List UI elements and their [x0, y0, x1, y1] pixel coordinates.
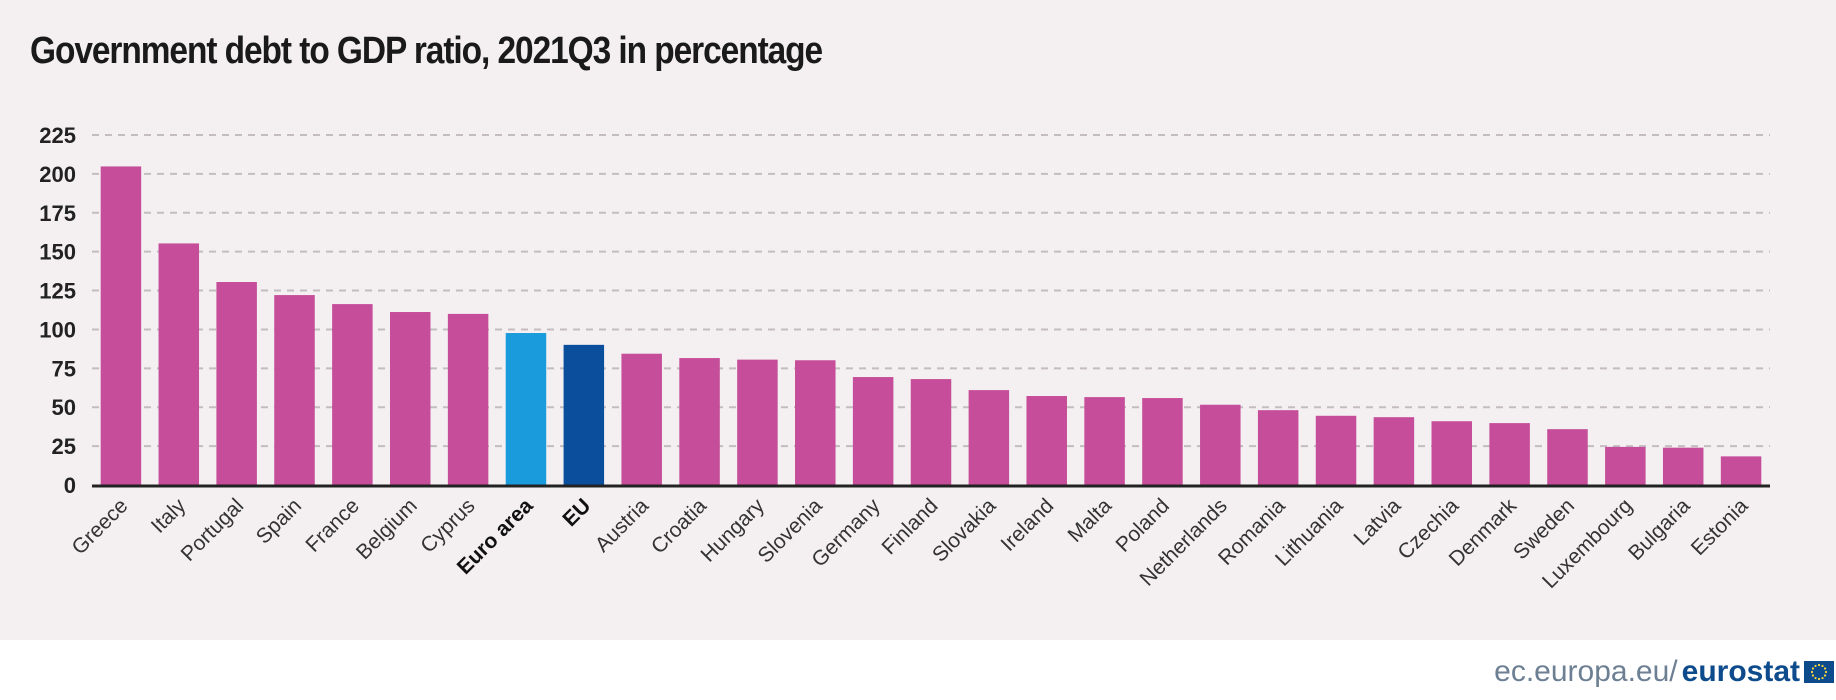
y-tick-label: 50 [52, 395, 76, 420]
flag-star [1817, 677, 1821, 681]
y-axis-ticks: 0 25 50 75 100 125 150 175 200 225 [39, 123, 76, 498]
bar-germany [852, 377, 894, 485]
y-tick-label: 200 [39, 162, 76, 187]
x-tick-label: Malta [1064, 494, 1117, 547]
bar-czechia [1431, 421, 1473, 485]
x-tick-label: Bulgaria [1624, 494, 1695, 565]
bar-denmark [1489, 423, 1530, 485]
bar-romania [1257, 410, 1299, 485]
bar-euro-area [505, 333, 547, 485]
bar-malta [1084, 397, 1125, 485]
y-tick-label: 125 [39, 279, 76, 304]
bar-lithuania [1315, 415, 1357, 485]
bar-slovenia [795, 360, 836, 485]
bar-cyprus [447, 313, 489, 485]
bar-hungary [737, 359, 778, 485]
y-tick-label: 100 [39, 317, 76, 342]
flag-star [1821, 676, 1824, 680]
x-tick-label: Latvia [1350, 494, 1406, 550]
bar-greece [100, 166, 142, 485]
x-tick-label: EU [558, 494, 595, 531]
bar-netherlands [1200, 404, 1241, 485]
bar-spain [274, 295, 315, 485]
flag-star [1821, 664, 1824, 668]
x-tick-label: Spain [252, 494, 306, 548]
bar-eu [563, 344, 605, 485]
x-tick-label: Estonia [1687, 494, 1753, 560]
x-tick-label: Belgium [352, 494, 422, 564]
y-tick-label: 75 [52, 356, 76, 381]
flag-star [1814, 664, 1817, 668]
bar-bulgaria [1662, 447, 1704, 485]
x-tick-label: Austria [591, 494, 654, 557]
bar-croatia [679, 358, 720, 485]
y-tick-label: 25 [52, 434, 76, 459]
bar-france [332, 304, 373, 485]
bar-poland [1142, 398, 1183, 485]
flag-star [1811, 667, 1815, 670]
bar-austria [621, 353, 662, 485]
chart-title: Government debt to GDP ratio, 2021Q3 in … [30, 30, 823, 72]
bar-estonia [1720, 456, 1762, 485]
bar-ireland [1026, 396, 1067, 485]
bar-finland [910, 379, 952, 485]
flag-star [1811, 674, 1815, 677]
footer: ec.europa.eu/eurostat [1494, 655, 1834, 689]
x-tick-label: Ireland [997, 494, 1059, 556]
bar-latvia [1373, 417, 1415, 485]
x-tick-label: Italy [147, 494, 191, 538]
bars [100, 166, 1762, 485]
bar-italy [158, 243, 200, 485]
footer-brand[interactable]: eurostat [1681, 655, 1800, 688]
bar-luxembourg [1605, 446, 1646, 485]
x-tick-label: Portugal [177, 494, 249, 566]
y-tick-label: 225 [39, 123, 76, 148]
x-tick-label: Slovakia [928, 494, 1001, 567]
flag-star [1824, 670, 1828, 674]
bar-chart: 0 25 50 75 100 125 150 175 200 225 Greece ItalyPor… [39, 123, 1770, 593]
eu-flag-icon [1804, 661, 1834, 683]
flag-star [1817, 663, 1821, 667]
bar-portugal [216, 282, 257, 485]
y-tick-label: 0 [64, 473, 76, 498]
bar-slovakia [968, 390, 1010, 485]
chart-panel: Government debt to GDP ratio, 2021Q3 in … [0, 0, 1836, 640]
y-tick-label: 150 [39, 240, 76, 265]
bar-sweden [1547, 429, 1588, 485]
y-tick-label: 175 [39, 201, 76, 226]
flag-star [1814, 676, 1817, 680]
flag-star [1810, 670, 1814, 674]
footer-site-link[interactable]: ec.europa.eu/ [1494, 655, 1678, 688]
flag-star [1823, 674, 1827, 677]
flag-star [1823, 667, 1827, 670]
x-tick-label: Greece [68, 494, 133, 559]
bar-belgium [389, 312, 431, 485]
